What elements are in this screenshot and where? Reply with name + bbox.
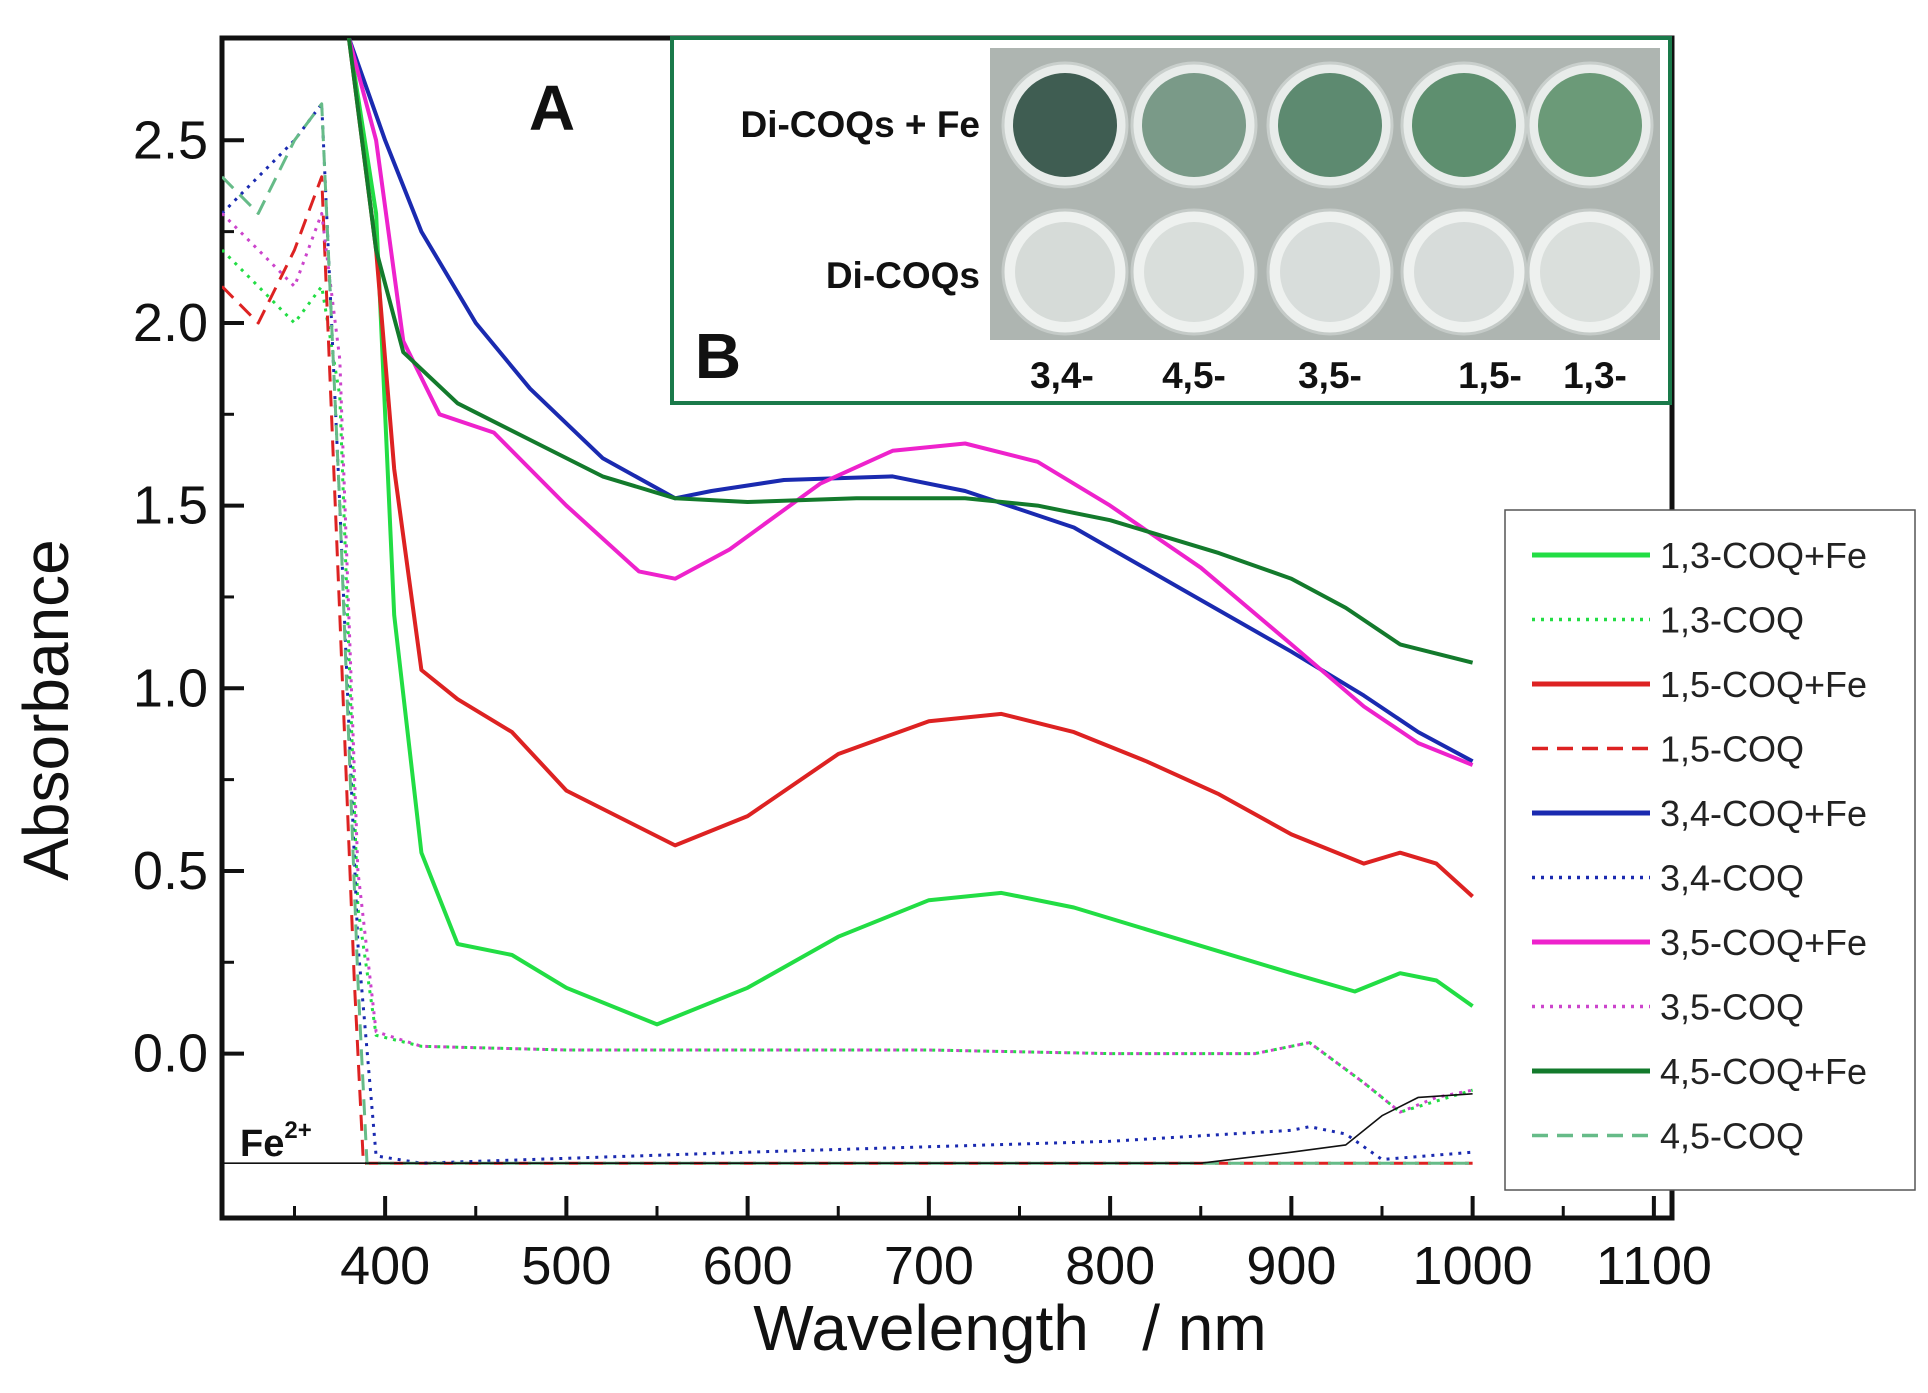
x-tick-label: 700 <box>884 1236 974 1296</box>
y-axis-title: Absorbance <box>10 539 82 881</box>
panel-label-a: A <box>529 72 575 144</box>
x-axis-title: Wavelength / nm <box>753 1292 1266 1364</box>
legend: 1,3-COQ+Fe 1,3-COQ 1,5-COQ+Fe 1,5-COQ 3,4-CO… <box>1504 509 1916 1191</box>
series-line-1-5-coq <box>222 175 1473 1165</box>
well-without-fe <box>1015 222 1115 322</box>
y-tick-label: 1.5 <box>133 476 208 536</box>
well-with-fe <box>1142 73 1246 177</box>
series-line-1-3-coq-fe <box>346 38 1474 1027</box>
y-tick-label: 2.0 <box>133 293 208 353</box>
legend-entry-label: 3,4-COQ+Fe <box>1660 793 1867 834</box>
y-tick-label: 2.5 <box>133 110 208 170</box>
series-line-3-4-coq <box>222 102 1473 1165</box>
legend-entry-label: 4,5-COQ+Fe <box>1660 1051 1867 1092</box>
legend-entry-label: 4,5-COQ <box>1660 1116 1804 1157</box>
inset-photo-panel: Di-COQs + Fe Di-COQs 3,4- 4,5- 3,5- 1,5- 1,3- B <box>670 36 1672 405</box>
x-tick-label: 600 <box>703 1236 793 1296</box>
legend-box <box>1504 509 1916 1191</box>
legend-entry-label: 3,5-COQ+Fe <box>1660 922 1867 963</box>
x-tick-label: 400 <box>340 1236 430 1296</box>
series-layer <box>222 38 1474 1165</box>
inset-column-label: 3,4- <box>1030 355 1094 396</box>
legend-entry-label: 3,4-COQ <box>1660 858 1804 899</box>
inset-row-label: Di-COQs + Fe <box>740 104 980 145</box>
x-axis: 400 500 600 700 800 900 1000 1100 <box>293 1196 1712 1296</box>
fe-label-superscript: 2+ <box>284 1117 311 1144</box>
inset-column-label: 1,3- <box>1563 355 1627 396</box>
x-tick-label: 1100 <box>1596 1236 1712 1296</box>
legend-entry-label: 1,5-COQ+Fe <box>1660 664 1867 705</box>
fe-label-base: Fe <box>240 1123 284 1165</box>
legend-entry-label: 1,5-COQ <box>1660 729 1804 770</box>
y-axis: 0.0 0.5 1.0 1.5 2.0 2.5 <box>133 110 244 1084</box>
legend-entry-label: 3,5-COQ <box>1660 987 1804 1028</box>
well-with-fe <box>1013 73 1117 177</box>
inset-column-label: 3,5- <box>1298 355 1362 396</box>
series-line-3-5-coq-fe <box>346 38 1474 767</box>
legend-entry-label: 1,3-COQ <box>1660 600 1804 641</box>
series-line-fe2 <box>222 1093 1473 1164</box>
series-line-1-5-coq-fe <box>346 38 1474 898</box>
well-without-fe <box>1144 222 1244 322</box>
x-tick-label: 1000 <box>1413 1236 1533 1296</box>
well-without-fe <box>1280 222 1380 322</box>
well-with-fe <box>1412 73 1516 177</box>
x-tick-label: 500 <box>521 1236 611 1296</box>
y-tick-label: 0.0 <box>133 1024 208 1084</box>
fe2-baseline-label: Fe2+ <box>240 1117 312 1165</box>
inset-row-label: Di-COQs <box>826 255 980 296</box>
y-tick-label: 0.5 <box>133 841 208 901</box>
y-tick-label: 1.0 <box>133 658 208 718</box>
series-line-4-5-coq-fe <box>346 38 1474 665</box>
well-with-fe <box>1538 73 1642 177</box>
inset-column-label: 4,5- <box>1162 355 1226 396</box>
legend-entry-label: 1,3-COQ+Fe <box>1660 535 1867 576</box>
well-without-fe <box>1540 222 1640 322</box>
x-tick-label: 900 <box>1246 1236 1336 1296</box>
inset-column-label: 1,5- <box>1458 355 1522 396</box>
well-without-fe <box>1414 222 1514 322</box>
x-tick-label: 800 <box>1065 1236 1155 1296</box>
panel-label-b: B <box>695 320 741 392</box>
well-with-fe <box>1278 73 1382 177</box>
